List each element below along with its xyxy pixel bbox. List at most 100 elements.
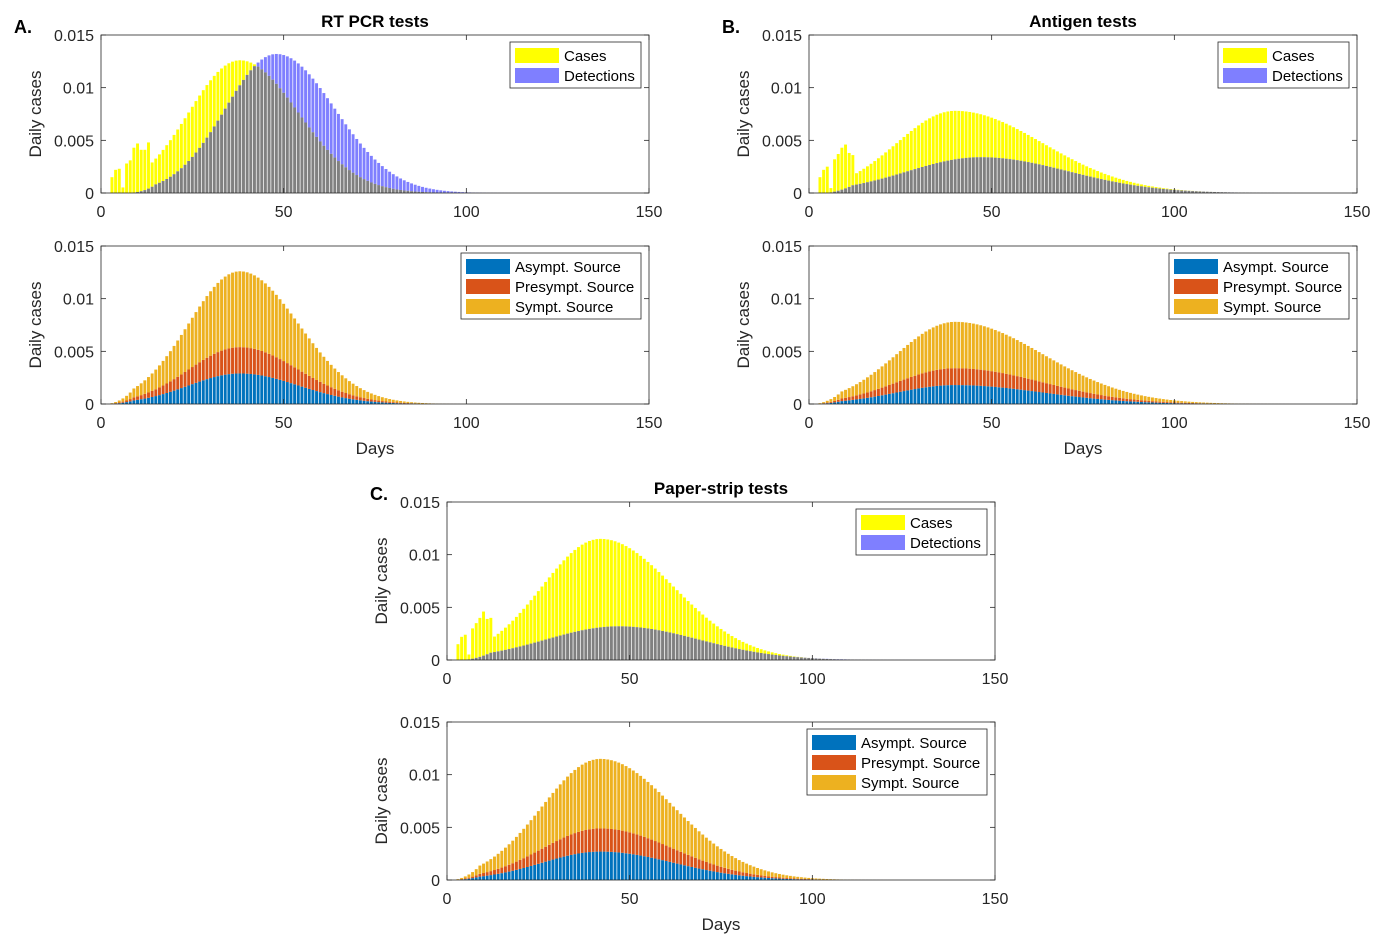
symptomatic-bar [220,279,223,350]
presymptomatic-bar [877,389,880,396]
symptomatic-bar [355,386,358,396]
symptomatic-bar [1085,377,1088,392]
overlap-bar [987,157,990,193]
cases-bar [745,644,748,651]
cases-bar [950,111,953,160]
presymptomatic-bar [1001,373,1004,388]
asymptomatic-bar [209,378,212,404]
symptomatic-bar [1209,403,1212,404]
cases-bar [628,548,631,626]
x-tick-label: 100 [799,671,826,688]
asymptomatic-bar [749,877,752,880]
cases-bar [913,128,916,169]
asymptomatic-bar [606,852,609,880]
presymptomatic-bar [165,383,168,392]
overlap-bar [392,189,395,193]
cases-bar [530,600,533,643]
symptomatic-bar [570,773,573,834]
cases-bar [519,613,522,647]
presymptomatic-bar [917,375,920,389]
presymptomatic-bar [800,879,803,880]
legend-swatch [812,735,856,750]
presymptomatic-bar [709,863,712,871]
asymptomatic-bar [921,388,924,404]
asymptomatic-bar [679,864,682,880]
presymptomatic-bar [363,398,366,401]
asymptomatic-bar [348,399,351,404]
overlap-bar [191,157,194,193]
chart-title: Antigen tests [1029,12,1137,31]
presymptomatic-bar [573,833,576,854]
overlap-bar [184,165,187,193]
overlap-bar [566,634,569,660]
overlap-bar [617,626,620,660]
asymptomatic-bar [694,868,697,880]
asymptomatic-bar [910,390,913,404]
symptomatic-bar [304,334,307,374]
asymptomatic-bar [1067,396,1070,404]
symptomatic-bar [848,388,851,397]
cases-bar [504,628,507,650]
legend-swatch [812,755,856,770]
asymptomatic-bar [723,873,726,880]
symptomatic-bar [374,395,377,400]
overlap-bar [399,190,402,193]
overlap-bar [1092,177,1095,193]
symptomatic-bar [471,872,474,877]
overlap-bar [1012,160,1015,193]
y-tick-label: 0.01 [63,81,94,98]
overlap-bar [994,158,997,193]
asymptomatic-bar [191,384,194,404]
asymptomatic-bar [983,386,986,404]
symptomatic-bar [709,841,712,864]
asymptomatic-bar [1063,395,1066,404]
cases-bar [767,651,770,654]
asymptomatic-bar [720,873,723,880]
presymptomatic-bar [471,877,474,879]
detections-bar [381,166,384,186]
overlap-bar [668,632,671,660]
presymptomatic-bar [1016,376,1019,389]
asymptomatic-bar [140,399,143,404]
cases-bar [720,629,723,645]
y-axis-label: Daily cases [372,758,391,845]
presymptomatic-bar [829,402,832,403]
overlap-bar [1166,189,1169,193]
symptomatic-bar [526,825,529,857]
presymptomatic-bar [1129,399,1132,401]
presymptomatic-bar [665,846,668,861]
detections-bar [268,55,271,76]
cases-bar [548,577,551,638]
overlap-bar [1038,164,1041,193]
asymptomatic-bar [741,876,744,880]
symptomatic-bar [308,338,311,375]
y-tick-label: 0.015 [400,715,440,732]
asymptomatic-bar [1103,400,1106,404]
symptomatic-bar [636,773,639,834]
overlap-bar [1082,175,1085,193]
presymptomatic-bar [698,859,701,868]
symptomatic-bar [136,386,139,396]
cases-bar [1045,145,1048,166]
overlap-bar [913,169,916,193]
cases-bar [844,145,847,189]
symptomatic-bar [723,851,726,867]
legend-entry: Detections [564,68,635,85]
asymptomatic-bar [1052,394,1055,404]
overlap-bar [584,630,587,660]
symptomatic-bar [738,860,741,871]
asymptomatic-bar [935,386,938,404]
overlap-bar [998,158,1001,193]
symptomatic-bar [763,870,766,876]
cases-bar [712,624,715,644]
overlap-bar [1129,185,1132,193]
asymptomatic-bar [286,382,289,404]
symptomatic-bar [467,874,470,877]
overlap-bar [268,76,271,193]
asymptomatic-bar [859,399,862,404]
asymptomatic-bar [515,870,518,880]
asymptomatic-bar [1049,393,1052,404]
overlap-bar [709,642,712,660]
overlap-bar [187,161,190,193]
